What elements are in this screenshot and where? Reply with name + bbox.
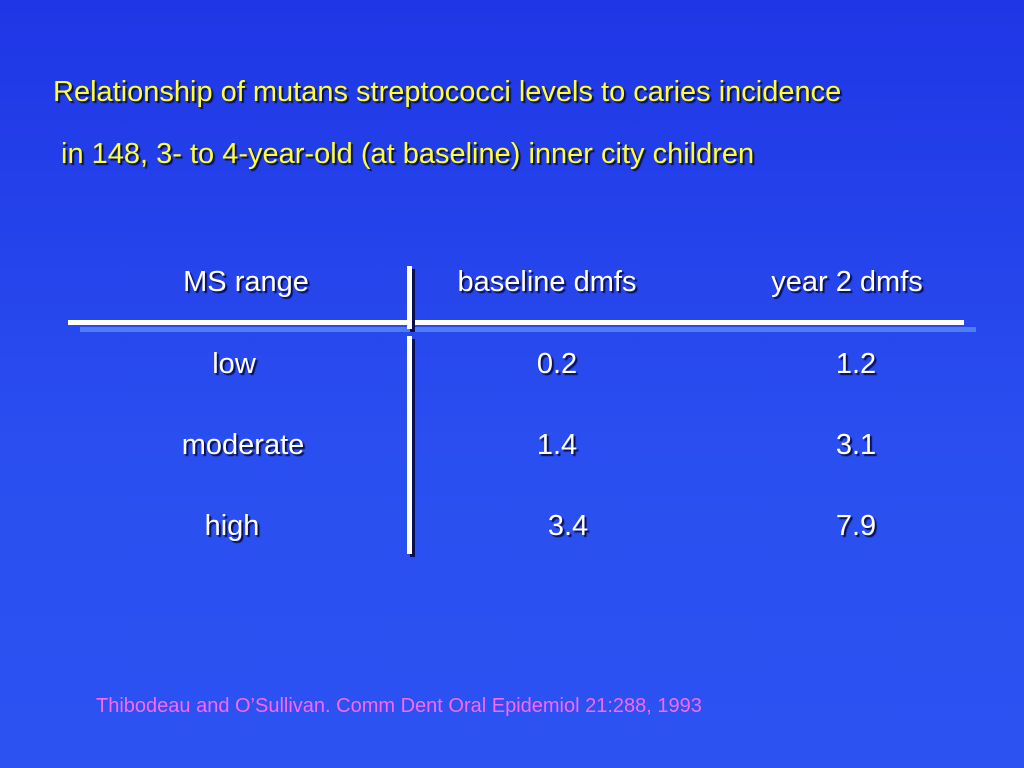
column-divider-top xyxy=(407,266,412,329)
row-high-ms-range: high xyxy=(204,510,260,542)
slide-title-line-1: Relationship of mutans streptococci leve… xyxy=(53,76,842,108)
header-divider xyxy=(68,320,964,325)
row-high-baseline: 3.4 xyxy=(547,510,589,542)
header-ms-range: MS range xyxy=(183,266,309,298)
row-low-ms-range: low xyxy=(212,348,256,380)
row-high-year2: 7.9 xyxy=(835,510,877,542)
header-baseline-dmfs: baseline dmfs xyxy=(457,266,637,298)
row-moderate-ms-range: moderate xyxy=(181,429,305,461)
header-year2-dmfs: year 2 dmfs xyxy=(771,266,923,298)
row-moderate-year2: 3.1 xyxy=(835,429,877,461)
row-moderate-baseline: 1.4 xyxy=(536,429,578,461)
row-low-year2: 1.2 xyxy=(835,348,877,380)
slide-title-line-2: in 148, 3- to 4-year-old (at baseline) i… xyxy=(61,138,755,170)
row-low-baseline: 0.2 xyxy=(536,348,578,380)
citation: Thibodeau and O’Sullivan. Comm Dent Oral… xyxy=(96,695,702,717)
column-divider-bottom xyxy=(407,336,412,554)
